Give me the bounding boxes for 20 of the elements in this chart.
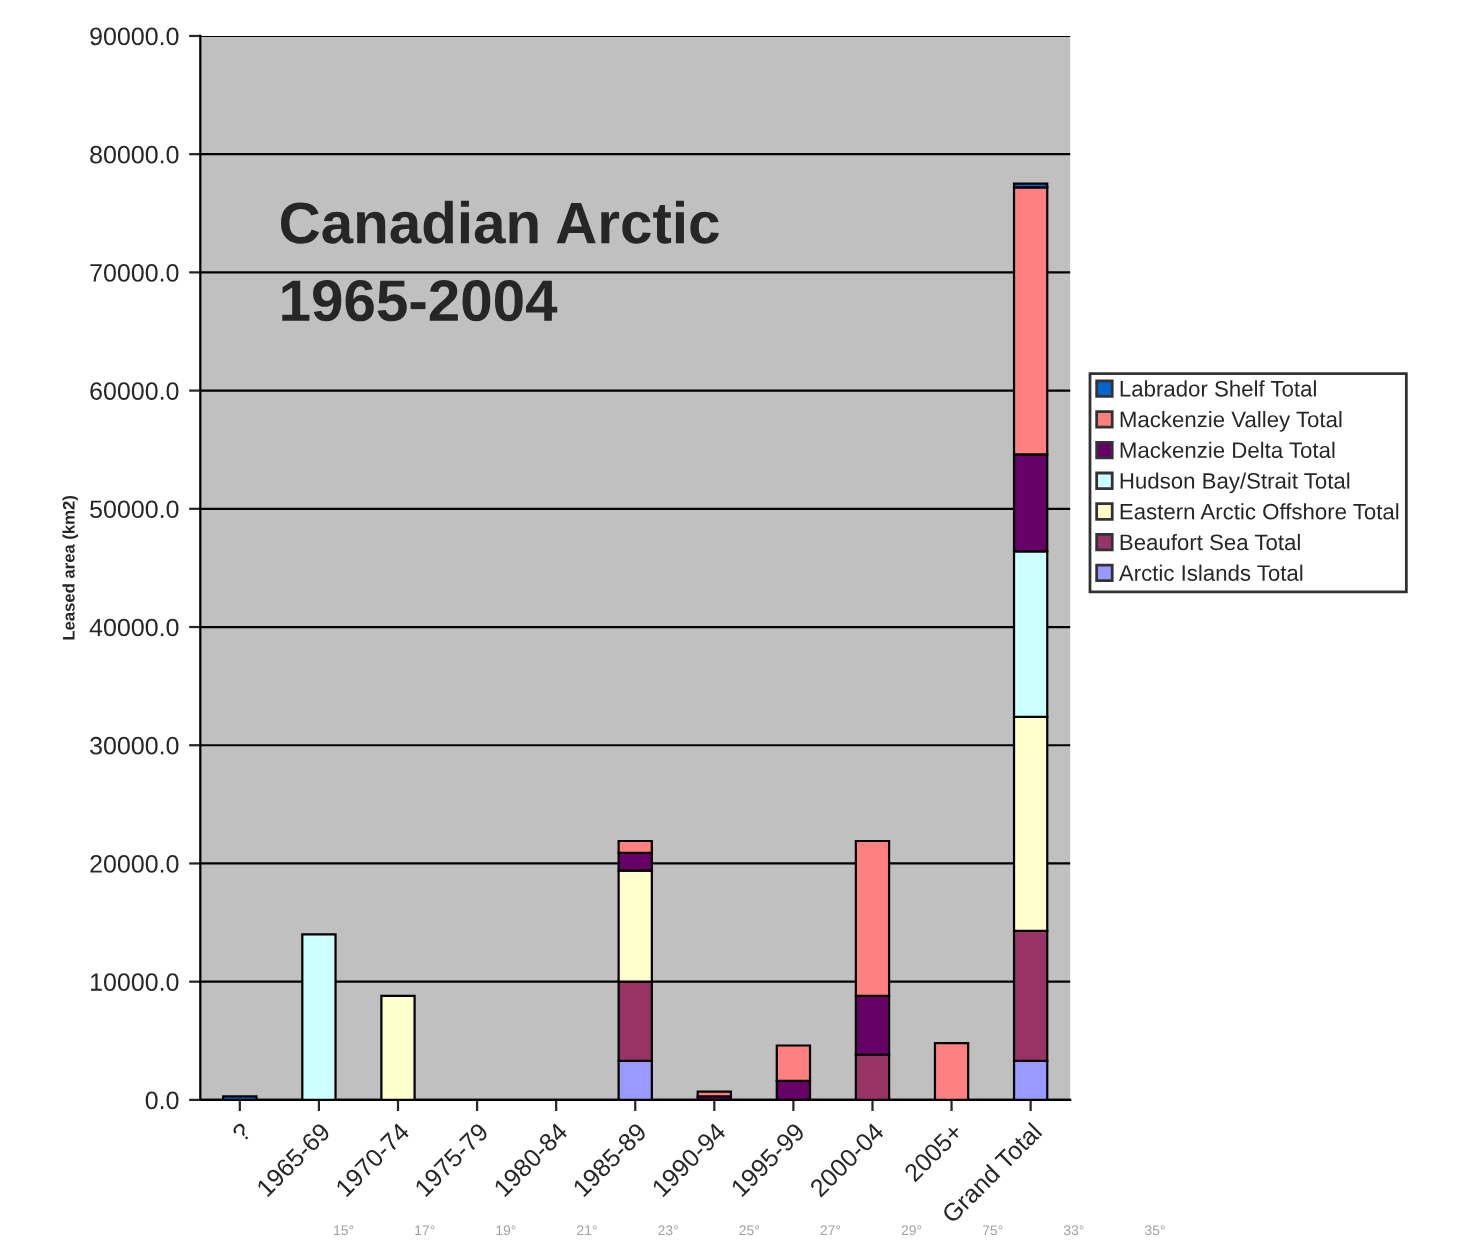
y-tick-label: 80000.0 — [90, 145, 179, 164]
y-tick-label: 30000.0 — [90, 736, 179, 755]
y-tick-label: 60000.0 — [90, 382, 179, 400]
y-tick-label: 20000.0 — [90, 855, 179, 873]
y-tick-label: 50000.0 — [90, 500, 179, 519]
y-tick-label: 10000.0 — [91, 973, 179, 991]
y-tick-label: 70000.0 — [90, 263, 179, 282]
legend-label: Mackenzie Delta Total — [1120, 441, 1335, 459]
y-tick-label: 90000.0 — [90, 27, 179, 46]
legend-label: Beaufort Sea Total — [1120, 533, 1300, 551]
text: Canadian Arctic 1965-2004 — [280, 200, 719, 322]
legend-label: Hudson Bay/Strait Total — [1120, 472, 1350, 494]
y-tick-label: 40000.0 — [89, 618, 179, 637]
y-axis-title: Leased area (km2) — [62, 496, 78, 640]
legend-label: Labrador Shelf Total — [1120, 380, 1316, 397]
legend-label: Arctic Islands Total — [1118, 564, 1303, 581]
y-tick-label: 0.0 — [145, 1091, 179, 1110]
legend-label: Mackenzie Valley Total — [1120, 411, 1342, 432]
x-tick-label: ? — [231, 1121, 252, 1143]
legend-label: Eastern Arctic Offshore Total — [1120, 503, 1399, 520]
